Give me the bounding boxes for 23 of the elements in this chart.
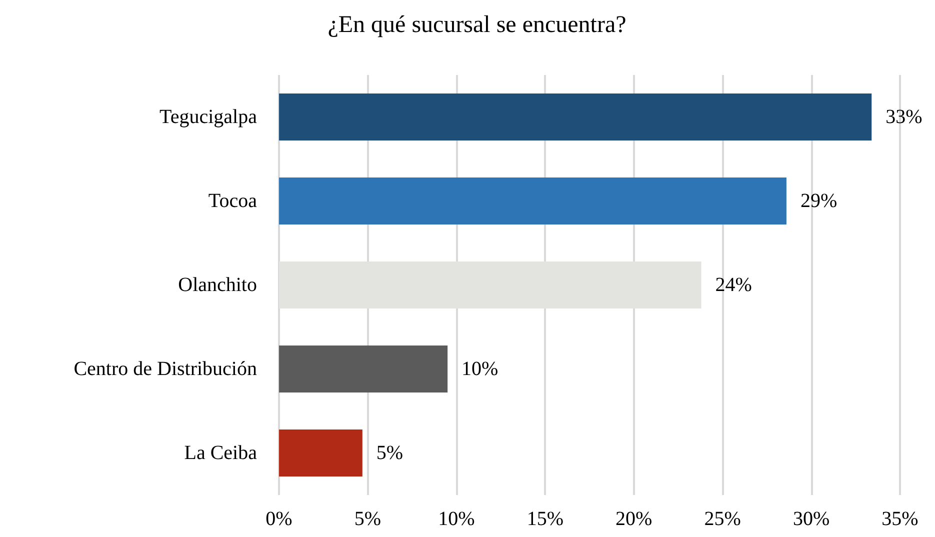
y-tick-label: La Ceiba [184,442,258,464]
y-tick-label: Tegucigalpa [160,106,258,128]
chart-title: ¿En qué sucursal se encuentra? [328,12,626,38]
x-tick-label: 10% [438,508,475,530]
data-label: 33% [886,106,922,128]
data-label: 5% [376,442,404,464]
x-tick-label: 30% [792,508,830,530]
x-tick-label: 20% [616,508,652,530]
x-tick-label: 0% [266,508,292,530]
x-tick-label: 15% [526,508,564,530]
x-tick-label: 35% [882,508,918,530]
bar [279,346,448,392]
bar [279,430,362,476]
bar [279,178,786,224]
y-tick-label: Tocoa [208,190,258,212]
data-label: 24% [715,274,752,296]
y-tick-label: Centro de Distribución [74,358,257,380]
data-label: 10% [462,358,498,380]
x-tick-label: 25% [704,508,741,530]
bar [279,94,872,140]
data-label: 29% [800,190,838,212]
x-tick-label: 5% [354,508,382,530]
y-tick-label: Olanchito [178,274,257,296]
